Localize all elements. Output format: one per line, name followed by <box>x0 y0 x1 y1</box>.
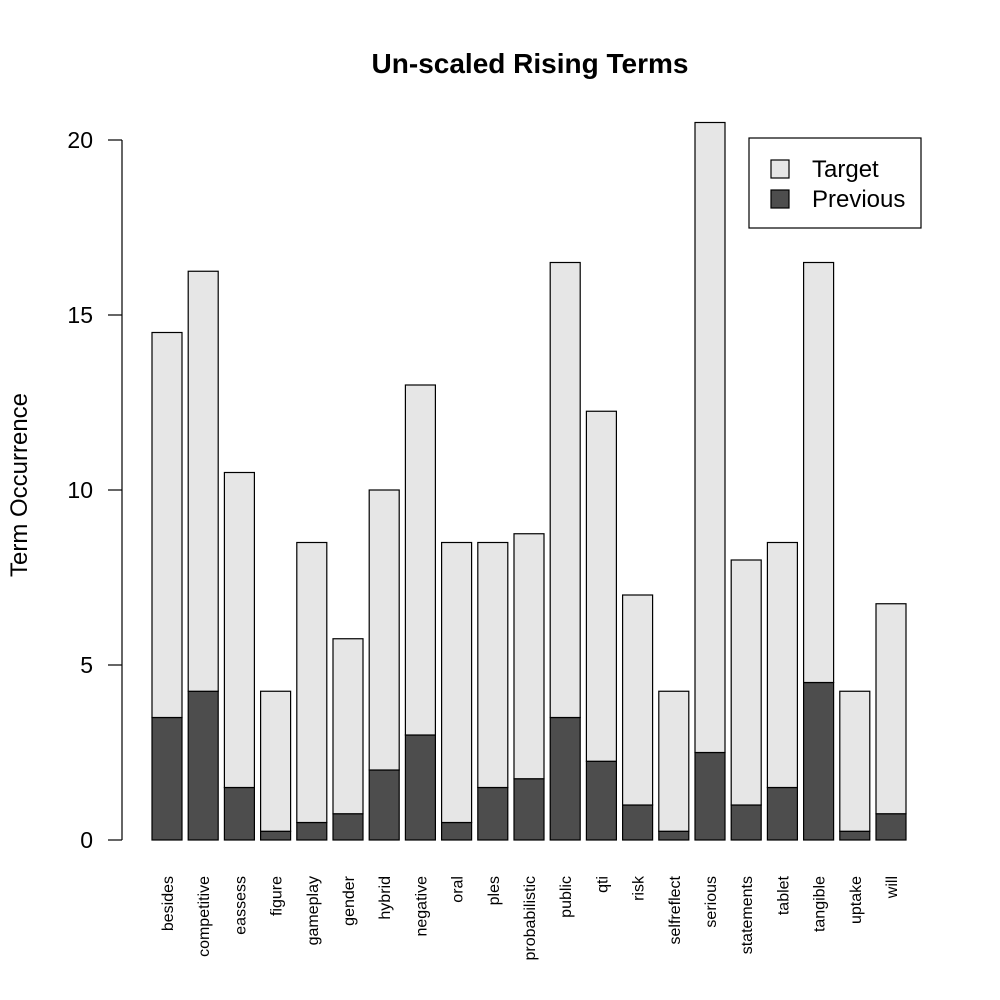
x-tick-label-gender: gender <box>341 875 358 925</box>
bar-target-risk <box>621 594 654 806</box>
legend-swatch-target <box>770 159 790 179</box>
bar-previous-tangible <box>802 681 835 841</box>
y-tick-label-10: 10 <box>67 477 93 503</box>
bars-group <box>151 121 907 841</box>
bar-previous-probabilistic <box>513 778 545 841</box>
x-tick-label-public: public <box>558 876 575 918</box>
x-tick-label-statements: statements <box>739 876 756 954</box>
legend-swatch-previous <box>770 189 790 209</box>
bar-previous-statements <box>730 804 762 841</box>
y-tick-label-0: 0 <box>80 827 93 853</box>
bar-target-oral <box>441 541 473 824</box>
x-tick-label-tablet: tablet <box>775 875 792 915</box>
bar-target-public <box>549 261 581 719</box>
x-tick-label-oral: oral <box>450 876 467 903</box>
x-tick-label-negative: negative <box>413 876 430 937</box>
x-tick-label-qti: qti <box>594 876 611 893</box>
bar-target-qti <box>585 410 618 762</box>
bar-target-gameplay <box>296 541 328 824</box>
x-tick-label-risk: risk <box>631 875 648 901</box>
bar-target-ples <box>477 541 509 789</box>
bar-previous-ples <box>477 786 509 841</box>
x-tick-label-tangible: tangible <box>812 876 829 932</box>
bar-target-tablet <box>766 541 799 789</box>
bar-previous-qti <box>585 760 618 841</box>
y-axis: 0 5 10 15 20 <box>67 127 123 853</box>
legend: Target Previous <box>748 137 922 229</box>
bar-target-will <box>875 603 907 815</box>
bar-previous-gender <box>332 813 364 841</box>
bar-previous-hybrid <box>368 769 400 841</box>
bar-previous-tablet <box>766 786 799 841</box>
bar-previous-oral <box>441 821 473 841</box>
x-tick-label-hybrid: hybrid <box>377 876 394 920</box>
bar-target-eassess <box>223 471 255 789</box>
y-tick-label-15: 15 <box>67 302 93 328</box>
y-axis-label: Term Occurrence <box>6 393 33 577</box>
x-tick-label-serious: serious <box>703 876 720 928</box>
bar-previous-gameplay <box>296 821 328 841</box>
x-tick-label-selfreflect: selfreflect <box>667 875 684 944</box>
y-tick-label-20: 20 <box>67 127 93 153</box>
legend-label-target: Target <box>812 156 879 183</box>
x-tick-label-will: will <box>884 876 901 899</box>
x-tick-label-ples: ples <box>486 876 503 905</box>
bar-previous-negative <box>404 734 436 841</box>
bar-target-competitive <box>187 270 219 692</box>
bar-target-uptake <box>839 690 871 832</box>
legend-box <box>748 137 922 229</box>
bar-target-probabilistic <box>513 533 545 780</box>
bar-target-tangible <box>802 261 835 684</box>
bar-previous-besides <box>151 716 183 841</box>
bar-previous-competitive <box>187 690 219 841</box>
bar-previous-public <box>549 716 581 841</box>
bar-previous-selfreflect <box>658 830 690 841</box>
chart-title: Un-scaled Rising Terms <box>372 48 689 79</box>
x-tick-label-figure: figure <box>269 876 286 916</box>
x-tick-label-gameplay: gameplay <box>305 876 322 945</box>
bar-previous-eassess <box>223 786 255 841</box>
bar-target-hybrid <box>368 489 400 771</box>
x-tick-label-probabilistic: probabilistic <box>522 876 539 960</box>
bar-previous-will <box>875 813 907 841</box>
bar-previous-figure <box>260 830 292 841</box>
x-tick-label-competitive: competitive <box>196 876 213 957</box>
bar-previous-risk <box>621 804 654 841</box>
legend-label-previous: Previous <box>812 186 905 213</box>
bar-target-selfreflect <box>658 690 690 832</box>
bar-target-besides <box>151 331 183 719</box>
bar-target-figure <box>260 690 292 832</box>
y-tick-label-5: 5 <box>80 652 93 678</box>
bar-target-statements <box>730 559 762 806</box>
bar-previous-uptake <box>839 830 871 841</box>
x-tick-label-besides: besides <box>160 876 177 931</box>
bar-target-serious <box>694 121 726 754</box>
bar-previous-serious <box>694 751 726 841</box>
bar-target-negative <box>404 384 436 736</box>
bar-target-gender <box>332 638 364 815</box>
x-tick-label-eassess: eassess <box>232 876 249 935</box>
x-tick-label-uptake: uptake <box>848 876 865 924</box>
x-axis-labels: besides competitive eassess figure gameplay g… <box>160 875 901 960</box>
